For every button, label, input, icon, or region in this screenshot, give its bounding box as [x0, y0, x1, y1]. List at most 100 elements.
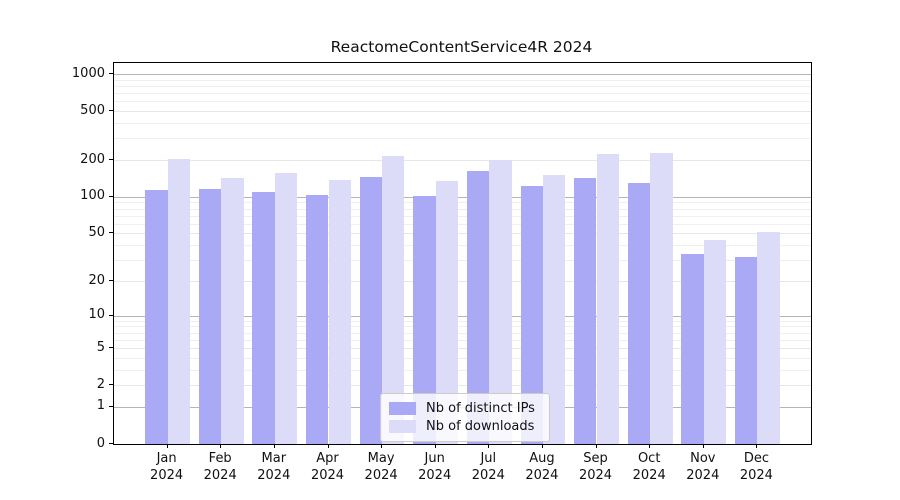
y-tick-2 [109, 384, 113, 386]
y-tick-label-1000: 1000 [71, 65, 105, 81]
x-tick-apr [327, 444, 329, 448]
bar-downloads-nov [703, 240, 727, 444]
bar-ips-jan [145, 190, 168, 444]
gridline-70 [114, 215, 811, 217]
chart-title: ReactomeContentService4R 2024 [330, 38, 593, 56]
bar-downloads-aug [542, 175, 566, 444]
gridline-500 [114, 111, 811, 113]
gridline-900 [114, 79, 811, 81]
y-tick-label-10: 10 [88, 307, 105, 323]
gridline-800 [114, 86, 811, 87]
x-tick-aug [541, 444, 543, 448]
y-tick-500 [109, 110, 113, 112]
x-tick-label-mar: Mar 2024 [257, 451, 291, 483]
x-tick-sep [595, 444, 597, 448]
x-tick-label-nov: Nov 2024 [686, 451, 720, 483]
gridline-10 [114, 315, 811, 317]
bar-downloads-feb [221, 177, 244, 444]
y-tick-0 [109, 443, 113, 444]
x-tick-may [381, 444, 383, 448]
gridline-4 [114, 357, 811, 359]
bar-downloads-apr [328, 180, 351, 444]
bar-downloads-may [382, 155, 405, 444]
gridline-5 [114, 348, 811, 350]
gridline-400 [114, 123, 811, 124]
bar-downloads-sep [596, 153, 619, 444]
y-tick-label-50: 50 [88, 224, 105, 240]
legend-label-distinct-ips: Nb of distinct IPs [426, 401, 535, 416]
bar-ips-dec [735, 256, 758, 444]
y-tick-label-2: 2 [96, 376, 105, 392]
gridline-50 [114, 233, 811, 235]
y-tick-20 [109, 280, 113, 281]
x-tick-label-aug: Aug 2024 [525, 451, 559, 483]
gridline-9 [114, 320, 811, 322]
gridline-6 [114, 339, 811, 341]
x-tick-label-apr: Apr 2024 [310, 451, 345, 483]
y-tick-label-500: 500 [80, 102, 105, 118]
gridline-3 [114, 369, 811, 371]
gridline-1000 [114, 74, 811, 75]
x-tick-jun [434, 444, 436, 448]
gridline-200 [114, 160, 811, 161]
gridline-90 [114, 202, 811, 204]
x-tick-mar [273, 444, 275, 448]
legend-swatch-downloads [389, 420, 416, 433]
gridline-40 [114, 245, 811, 247]
bar-downloads-jan [167, 158, 190, 444]
y-tick-label-1: 1 [96, 398, 105, 414]
gridline-20 [114, 281, 811, 282]
gridline-8 [114, 326, 811, 328]
y-tick-10 [109, 314, 113, 316]
bar-ips-mar [252, 192, 275, 444]
gridline-80 [114, 208, 811, 210]
y-tick-200 [109, 159, 113, 160]
x-tick-jan [166, 444, 168, 448]
y-tick-5 [109, 347, 113, 349]
x-tick-jul [488, 444, 490, 448]
x-tick-label-jul: Jul 2024 [471, 451, 505, 483]
gridline-700 [114, 93, 811, 95]
x-tick-feb [220, 444, 222, 448]
gridline-7 [114, 332, 811, 334]
bar-downloads-jul [489, 159, 512, 444]
bar-downloads-jun [435, 181, 459, 444]
x-tick-nov [702, 444, 704, 448]
gridline-60 [114, 223, 811, 225]
x-tick-label-jan: Jan 2024 [150, 451, 184, 483]
bar-ips-nov [681, 253, 704, 444]
bar-ips-feb [198, 188, 222, 444]
y-tick-label-200: 200 [80, 151, 105, 167]
x-tick-label-may: May 2024 [364, 451, 398, 483]
bar-ips-may [359, 177, 383, 444]
x-tick-label-oct: Oct 2024 [632, 451, 666, 483]
bar-downloads-oct [650, 153, 673, 444]
y-tick-50 [109, 232, 113, 234]
bar-downloads-dec [757, 232, 780, 444]
bar-ips-jun [413, 196, 436, 444]
y-tick-1 [109, 405, 113, 407]
x-tick-label-jun: Jun 2024 [418, 451, 452, 483]
x-tick-label-sep: Sep 2024 [578, 451, 613, 483]
bar-ips-aug [520, 186, 543, 444]
plot-area: Nb of distinct IPs Nb of downloads [113, 62, 812, 445]
y-tick-100 [109, 195, 113, 197]
legend-label-downloads: Nb of downloads [426, 419, 535, 434]
x-tick-oct [649, 444, 651, 448]
gridline-30 [114, 260, 811, 262]
x-tick-label-dec: Dec 2024 [739, 451, 773, 483]
gridline-100 [114, 196, 811, 198]
bar-ips-apr [306, 194, 329, 444]
legend-item-downloads: Nb of downloads [389, 418, 541, 435]
y-tick-label-0: 0 [96, 435, 105, 451]
legend: Nb of distinct IPs Nb of downloads [380, 393, 550, 442]
y-tick-label-20: 20 [88, 272, 105, 288]
y-tick-label-5: 5 [96, 339, 105, 355]
x-tick-dec [756, 444, 758, 448]
gridline-2 [114, 385, 811, 387]
bar-ips-jul [466, 171, 490, 444]
y-tick-1000 [109, 73, 113, 74]
legend-swatch-distinct-ips [389, 402, 416, 415]
bar-ips-sep [574, 178, 597, 444]
x-tick-label-feb: Feb 2024 [203, 451, 237, 483]
